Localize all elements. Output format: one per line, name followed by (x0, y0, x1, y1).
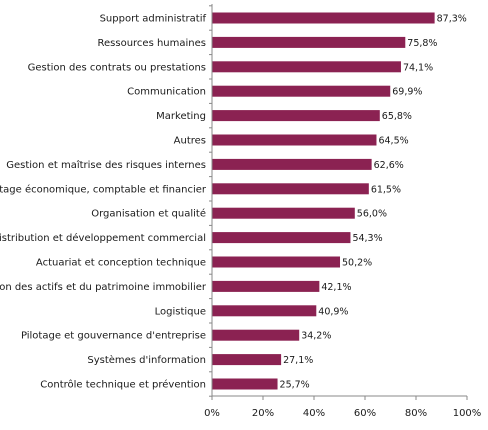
x-tick-label: 40% (303, 408, 325, 419)
value-label: 75,8% (407, 38, 437, 49)
category-label: Autres (174, 136, 206, 147)
bar (212, 134, 377, 146)
bar (212, 280, 320, 292)
category-label: Gestion et maîtrise des risques internes (6, 159, 206, 171)
category-label: Pilotage économique, comptable et financ… (0, 183, 207, 195)
category-label: Systèmes d'information (87, 354, 206, 366)
category-label: Actuariat et conception technique (36, 258, 206, 269)
value-label: 74,1% (403, 62, 433, 73)
category-label: Logistique (155, 306, 206, 317)
bar (212, 207, 355, 219)
category-label: Support administratif (100, 14, 207, 25)
category-label: Pilotage et gouvernance d'entreprise (21, 331, 206, 342)
category-label: Gestion des contrats ou prestations (28, 62, 206, 73)
bar (212, 36, 406, 48)
x-tick-label: 100% (453, 408, 482, 419)
value-label: 42,1% (321, 282, 351, 293)
x-tick-label: 20% (252, 408, 274, 419)
value-label: 54,3% (352, 233, 382, 244)
value-label: 62,6% (374, 160, 404, 171)
value-label: 40,9% (318, 306, 348, 317)
bar (212, 329, 300, 341)
axes-layer: Support administratif 87,3% Ressources hum… (0, 4, 481, 419)
bar (212, 305, 317, 317)
category-label: Organisation et qualité (91, 208, 206, 220)
category-label: Communication (127, 87, 206, 98)
bar (212, 61, 401, 73)
bar (212, 158, 372, 170)
bar (212, 12, 435, 24)
x-tick-label: 0% (204, 408, 220, 419)
value-label: 50,2% (342, 258, 372, 269)
value-label: 69,9% (392, 87, 422, 98)
category-label: Gestion des actifs et du patrimoine immo… (0, 282, 207, 293)
bar (212, 85, 391, 97)
value-label: 27,1% (283, 355, 313, 366)
category-label: Distribution et développement commercial (0, 232, 206, 244)
bar (212, 256, 341, 268)
bar (212, 378, 278, 390)
value-label: 34,2% (301, 331, 331, 342)
bar (212, 232, 351, 244)
value-label: 65,8% (382, 111, 412, 122)
bar (212, 354, 282, 366)
value-label: 61,5% (371, 184, 401, 195)
category-label: Marketing (156, 111, 206, 122)
value-label: 64,5% (378, 136, 408, 147)
value-label: 87,3% (437, 14, 467, 25)
x-tick-label: 60% (354, 408, 376, 419)
value-label: 25,7% (280, 380, 310, 391)
bars-layer (212, 12, 435, 390)
value-label: 56,0% (357, 209, 387, 220)
bar (212, 110, 380, 122)
category-label: Contrôle technique et prévention (40, 379, 206, 391)
category-label: Ressources humaines (98, 38, 206, 49)
bar (212, 183, 369, 195)
x-tick-label: 80% (405, 408, 427, 419)
